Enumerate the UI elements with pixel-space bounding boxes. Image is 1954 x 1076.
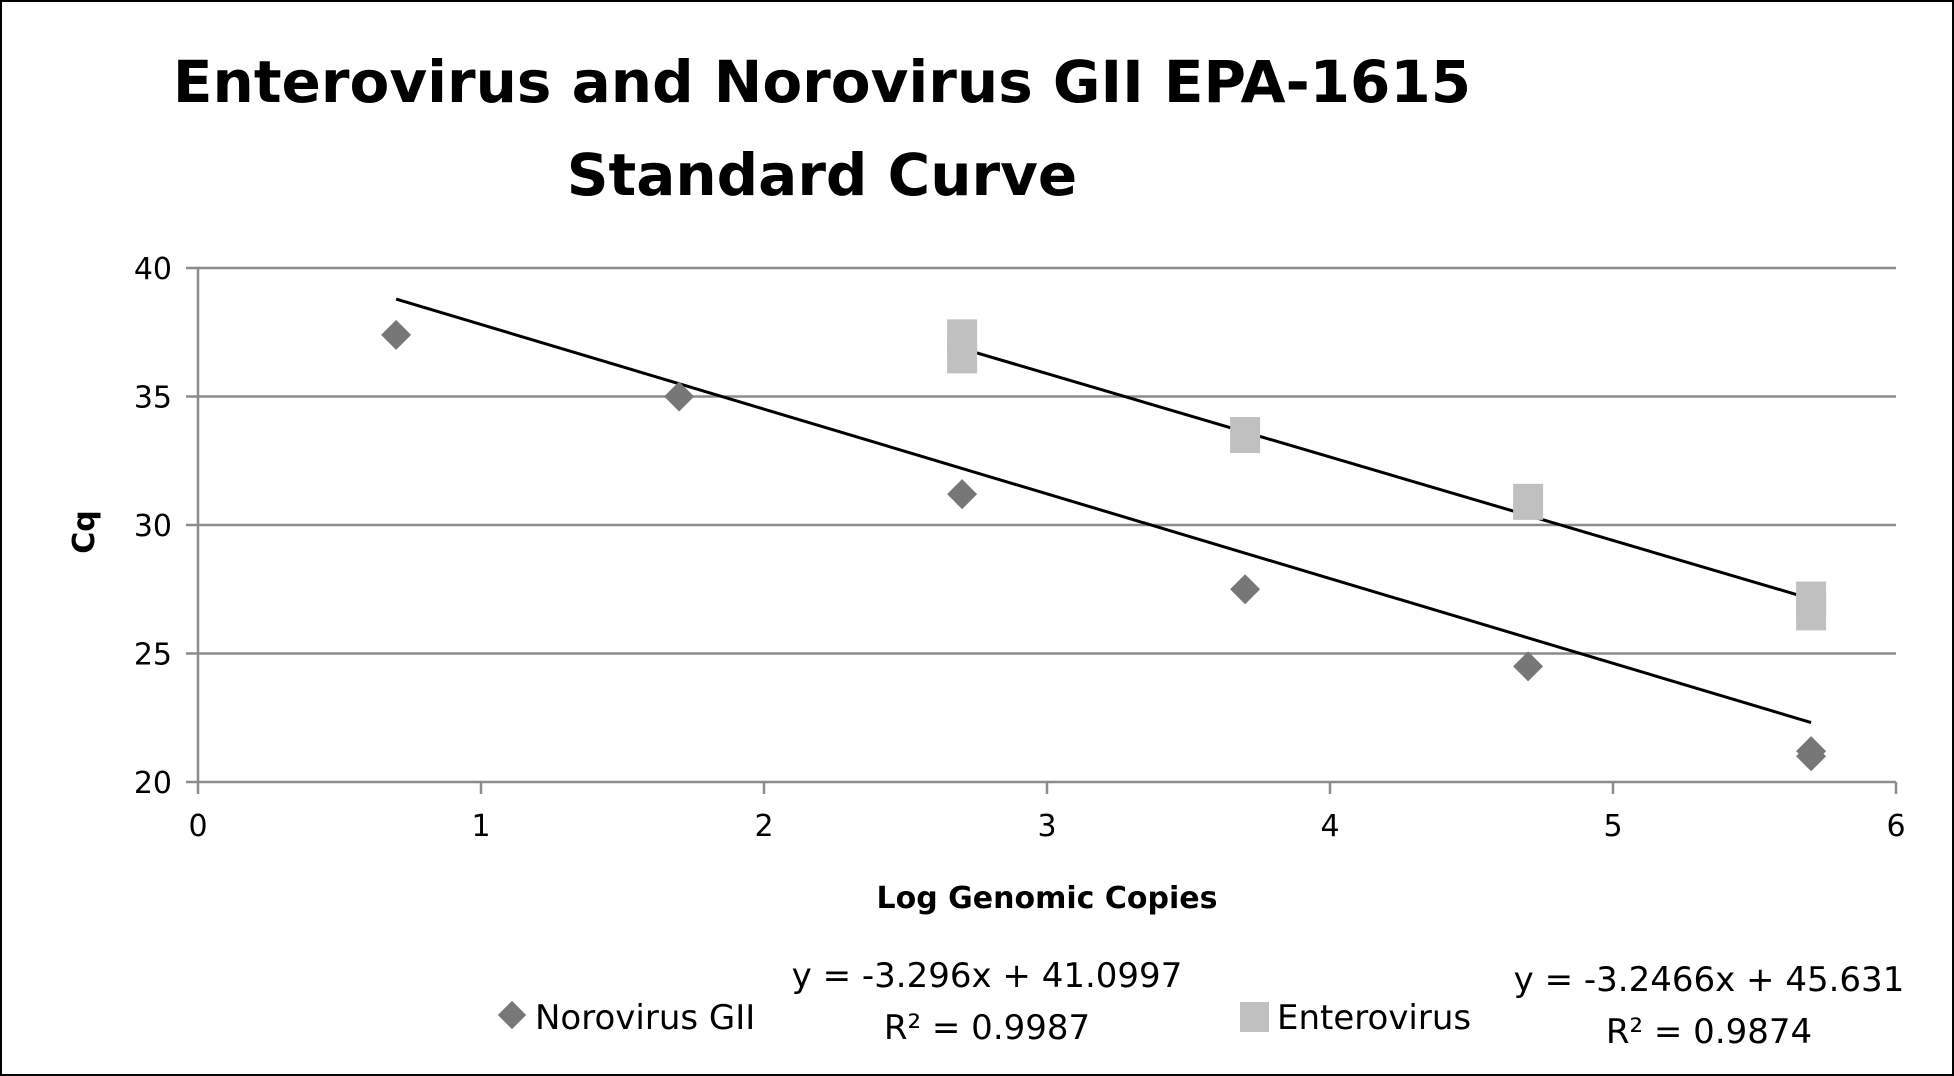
- x-tick-label-6: 6: [1886, 809, 1905, 844]
- data-point-enterovirus-3: [1513, 483, 1544, 520]
- tick-labels: 20 25 30 35 40 0 1 2 3 4 5 6: [134, 252, 1906, 844]
- x-tick-label-1: 1: [471, 809, 490, 844]
- legend: Norovirus GII y = -3.296x + 41.0997 R² =…: [497, 956, 1905, 1052]
- trendlines: [395, 297, 1812, 725]
- legend-label-enterovirus: Enterovirus: [1277, 998, 1471, 1038]
- data-point-enterovirus-1: [947, 337, 978, 374]
- data-point-norovirus-gii-1: [664, 381, 695, 412]
- trendline-equation-enterovirus: y = -3.2466x + 45.631: [1514, 960, 1905, 1000]
- y-tick-label-30: 30: [134, 509, 172, 544]
- legend-marker-enterovirus: [1240, 1002, 1269, 1032]
- y-tick-label-35: 35: [134, 381, 172, 416]
- data-point-norovirus-gii-6: [1796, 741, 1827, 772]
- trendline-enterovirus: [961, 347, 1812, 601]
- legend-marker-norovirus-gii: [497, 1000, 527, 1030]
- y-tick-label-40: 40: [134, 252, 172, 287]
- data-point-norovirus-gii-3: [1230, 574, 1261, 605]
- y-tick-label-25: 25: [134, 638, 172, 673]
- y-axis-title: Cq: [67, 510, 102, 554]
- x-tick-label-4: 4: [1320, 809, 1339, 844]
- data-point-norovirus-gii-4: [1513, 651, 1544, 682]
- chart-title-line-2: Standard Curve: [567, 141, 1078, 209]
- x-axis-title: Log Genomic Copies: [877, 881, 1218, 916]
- y-tick-label-20: 20: [134, 766, 172, 801]
- data-point-enterovirus-5: [1796, 594, 1827, 631]
- data-point-norovirus-gii-0: [381, 319, 412, 350]
- x-tick-label-2: 2: [754, 809, 773, 844]
- x-tick-label-3: 3: [1037, 809, 1056, 844]
- chart-title-line-1: Enterovirus and Norovirus GII EPA-1615: [173, 48, 1471, 116]
- legend-label-norovirus-gii: Norovirus GII: [535, 998, 755, 1038]
- data-point-norovirus-gii-2: [947, 479, 978, 510]
- gridlines: [198, 266, 1896, 655]
- trendline-norovirus-gii: [395, 297, 1812, 725]
- data-points: [381, 319, 1827, 772]
- trendline-r2-norovirus-gii: R² = 0.9987: [884, 1008, 1090, 1048]
- data-point-enterovirus-2: [1230, 417, 1261, 454]
- trendline-equation-norovirus-gii: y = -3.296x + 41.0997: [792, 956, 1183, 996]
- axes: [186, 266, 1898, 794]
- x-tick-label-5: 5: [1603, 809, 1622, 844]
- x-tick-label-0: 0: [188, 809, 207, 844]
- trendline-r2-enterovirus: R² = 0.9874: [1606, 1012, 1812, 1052]
